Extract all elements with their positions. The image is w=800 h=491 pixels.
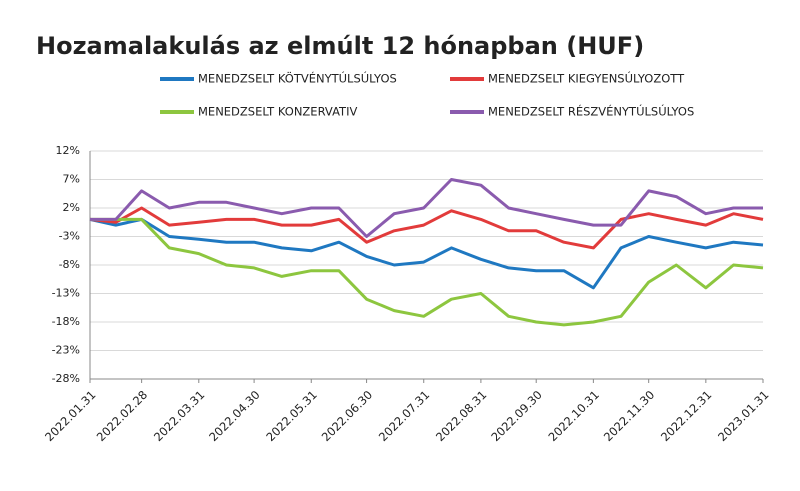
series-line [90,178,763,238]
x-tick-label: 2022.07.31 [376,388,432,444]
series-line [89,217,764,290]
x-tick-label: 2022.02.28 [94,388,150,444]
legend-label: MENEDZSELT RÉSZVÉNYTÚLSÚLYOS [488,104,694,119]
x-tick-label: 2022.01.31 [42,388,98,444]
x-tick-label: 2022.11.30 [601,388,657,444]
x-tick-label: 2022.05.31 [263,388,319,444]
x-tick-label: 2022.04.30 [206,388,262,444]
y-tick-label: -23% [52,344,80,357]
x-tick-label: 2022.12.31 [658,388,714,444]
x-tick-label: 2022.10.31 [545,388,601,444]
x-tick-label: 2022.06.30 [319,388,375,444]
x-tick-label: 2022.03.31 [151,388,207,444]
y-tick-label: -18% [52,315,80,328]
y-tick-label: -8% [59,258,80,271]
chart-title: Hozamalakulás az elmúlt 12 hónapban (HUF… [36,32,644,60]
y-tick-label: -13% [52,287,80,300]
legend-label: MENEDZSELT KÖTVÉNYTÚLSÚLYOS [198,70,397,86]
y-tick-label: 12% [56,144,80,157]
legend-label: MENEDZSELT KONZERVATIV [198,105,357,119]
x-tick-label: 2022.09.30 [488,388,544,444]
y-tick-label: 2% [63,201,80,214]
series-line [90,217,764,327]
y-tick-label: -28% [52,372,80,385]
legend-label: MENEDZSELT KIEGYENSÚLYOZOTT [488,71,685,86]
x-tick-label: 2022.08.31 [433,388,489,444]
x-tick-label: 2023.01.31 [715,388,771,444]
y-tick-label: 7% [63,173,80,186]
series-line [89,206,764,250]
y-tick-label: -3% [59,230,80,243]
